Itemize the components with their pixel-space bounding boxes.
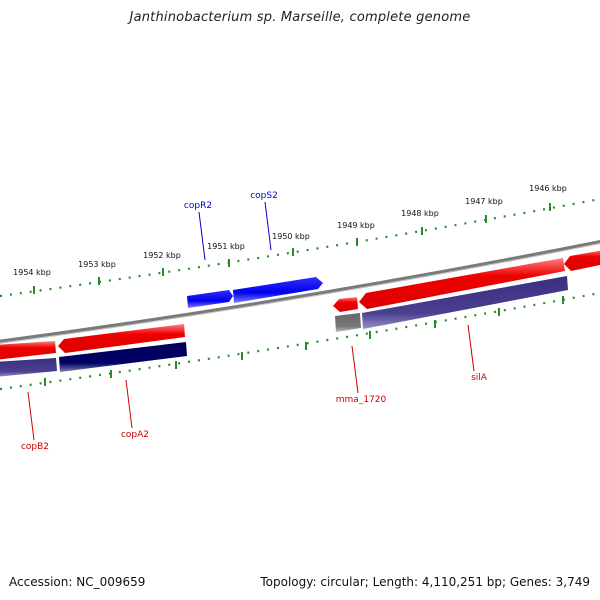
tick-label-1953: 1953 kbp [78,260,116,269]
forward-strand-features [0,249,600,360]
gene-copA2-feature[interactable] [58,324,185,353]
gene-label-leader-silA [467,324,475,372]
cds-silA[interactable] [362,276,568,329]
gene-copB2-feature[interactable] [0,341,56,360]
gene-label-copA2[interactable]: copA2 [121,430,149,440]
tick-label-1952: 1952 kbp [143,251,181,260]
gene-label-leader-copS2 [264,201,272,251]
tick-label-1951: 1951 kbp [207,242,245,251]
page-title: Janthinobacterium sp. Marseille, complet… [129,10,471,25]
cds-copA2[interactable] [59,342,187,372]
tick-label-1949: 1949 kbp [337,221,375,230]
ruler-lower-ticks [44,296,564,386]
gene-labels: copR2 copS2 mma_1720 silA copA2 copB2 [21,191,488,452]
tick-label-1954: 1954 kbp [13,268,51,277]
accession-text: Accession: NC_009659 [9,575,146,589]
gene-label-leader-copR2 [198,211,206,261]
gene-mma_1720-feature[interactable] [333,297,358,312]
gene-label-leader-copB2 [27,391,35,441]
ruler-upper-ticks [33,203,551,294]
gene-label-leader-copA2 [125,379,133,429]
tick-label-1948: 1948 kbp [401,209,439,218]
gene-copS2-feature[interactable] [233,277,323,303]
gene-label-copB2[interactable]: copB2 [21,442,49,452]
genome-summary-text: Topology: circular; Length: 4,110,251 bp… [260,575,590,589]
gene-label-mma_1720[interactable]: mma_1720 [336,395,387,405]
gene-label-leader-mma_1720 [351,345,359,394]
gene-copR2-feature[interactable] [187,290,233,308]
gene-next-forward-feature[interactable] [564,249,600,271]
cds-track [0,276,568,377]
gene-label-copS2[interactable]: copS2 [250,191,278,201]
cds-copB2[interactable] [0,358,57,377]
ruler-tick-labels: 1946 kbp 1947 kbp 1948 kbp 1949 kbp 1950 kbp… [13,184,567,277]
backbone-highlight [0,242,600,344]
genome-backbone [0,239,600,344]
tick-label-1946: 1946 kbp [529,184,567,193]
cds-mma_1720[interactable] [335,313,361,332]
reverse-strand-features [187,277,323,308]
gene-label-copR2[interactable]: copR2 [184,201,212,211]
backbone-line [0,239,600,344]
tick-label-1947: 1947 kbp [465,197,503,206]
gene-label-silA[interactable]: silA [471,373,488,383]
gene-silA-feature[interactable] [359,258,565,309]
tick-label-1950: 1950 kbp [272,232,310,241]
